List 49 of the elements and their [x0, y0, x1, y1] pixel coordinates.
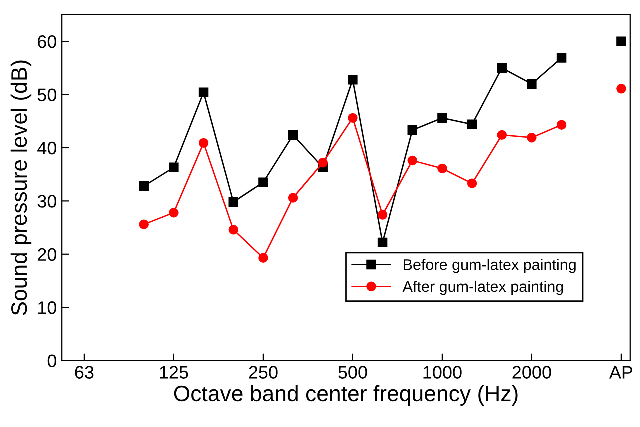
x-tick-label: 125: [160, 366, 188, 379]
y-axis-title: Sound pressure level (dB): [10, 60, 32, 316]
x-axis-title: Octave band center frequency (Hz): [174, 385, 518, 406]
x-tick-label: 63: [75, 366, 94, 379]
point: [348, 113, 358, 124]
point: [258, 253, 268, 263]
point: [169, 162, 179, 173]
y-tick-label: 30: [38, 195, 57, 208]
point: [408, 156, 418, 166]
x-tick-label: 500: [338, 366, 368, 379]
point: [288, 193, 298, 203]
point: [169, 208, 179, 218]
legend-label: After gum-latex painting: [402, 280, 564, 296]
point: [139, 220, 149, 230]
y-tick-label: 10: [38, 302, 57, 314]
point: [258, 178, 268, 188]
point: [527, 133, 537, 143]
y-tick-label: 60: [38, 35, 57, 48]
point: [616, 36, 626, 46]
point: [438, 113, 448, 124]
point: [438, 164, 448, 174]
point: [348, 75, 358, 85]
x-tick-label: 2000: [512, 366, 552, 379]
point: [228, 225, 238, 235]
y-tick-label: 50: [38, 88, 57, 102]
y-tick-label: 40: [38, 142, 57, 155]
point: [556, 120, 567, 130]
point: [497, 63, 507, 74]
point: [378, 238, 388, 248]
point: [198, 138, 209, 148]
x-tick-label: AP: [609, 366, 633, 379]
point: [467, 178, 478, 188]
point: [318, 158, 328, 168]
point: [556, 53, 567, 63]
point: [378, 210, 388, 220]
point: [288, 130, 298, 140]
point: [527, 79, 537, 89]
y-tick-label: 20: [38, 248, 57, 262]
x-tick-label: 1000: [424, 366, 462, 379]
point: [139, 181, 149, 192]
point: [467, 120, 478, 130]
point: [198, 88, 209, 98]
point: [616, 84, 626, 94]
y-tick-label: 0: [48, 354, 57, 368]
point: [497, 130, 507, 140]
legend-label: Before gum-latex painting: [404, 259, 576, 274]
point: [408, 126, 418, 136]
point: [228, 197, 238, 208]
x-tick-label: 250: [249, 366, 278, 379]
